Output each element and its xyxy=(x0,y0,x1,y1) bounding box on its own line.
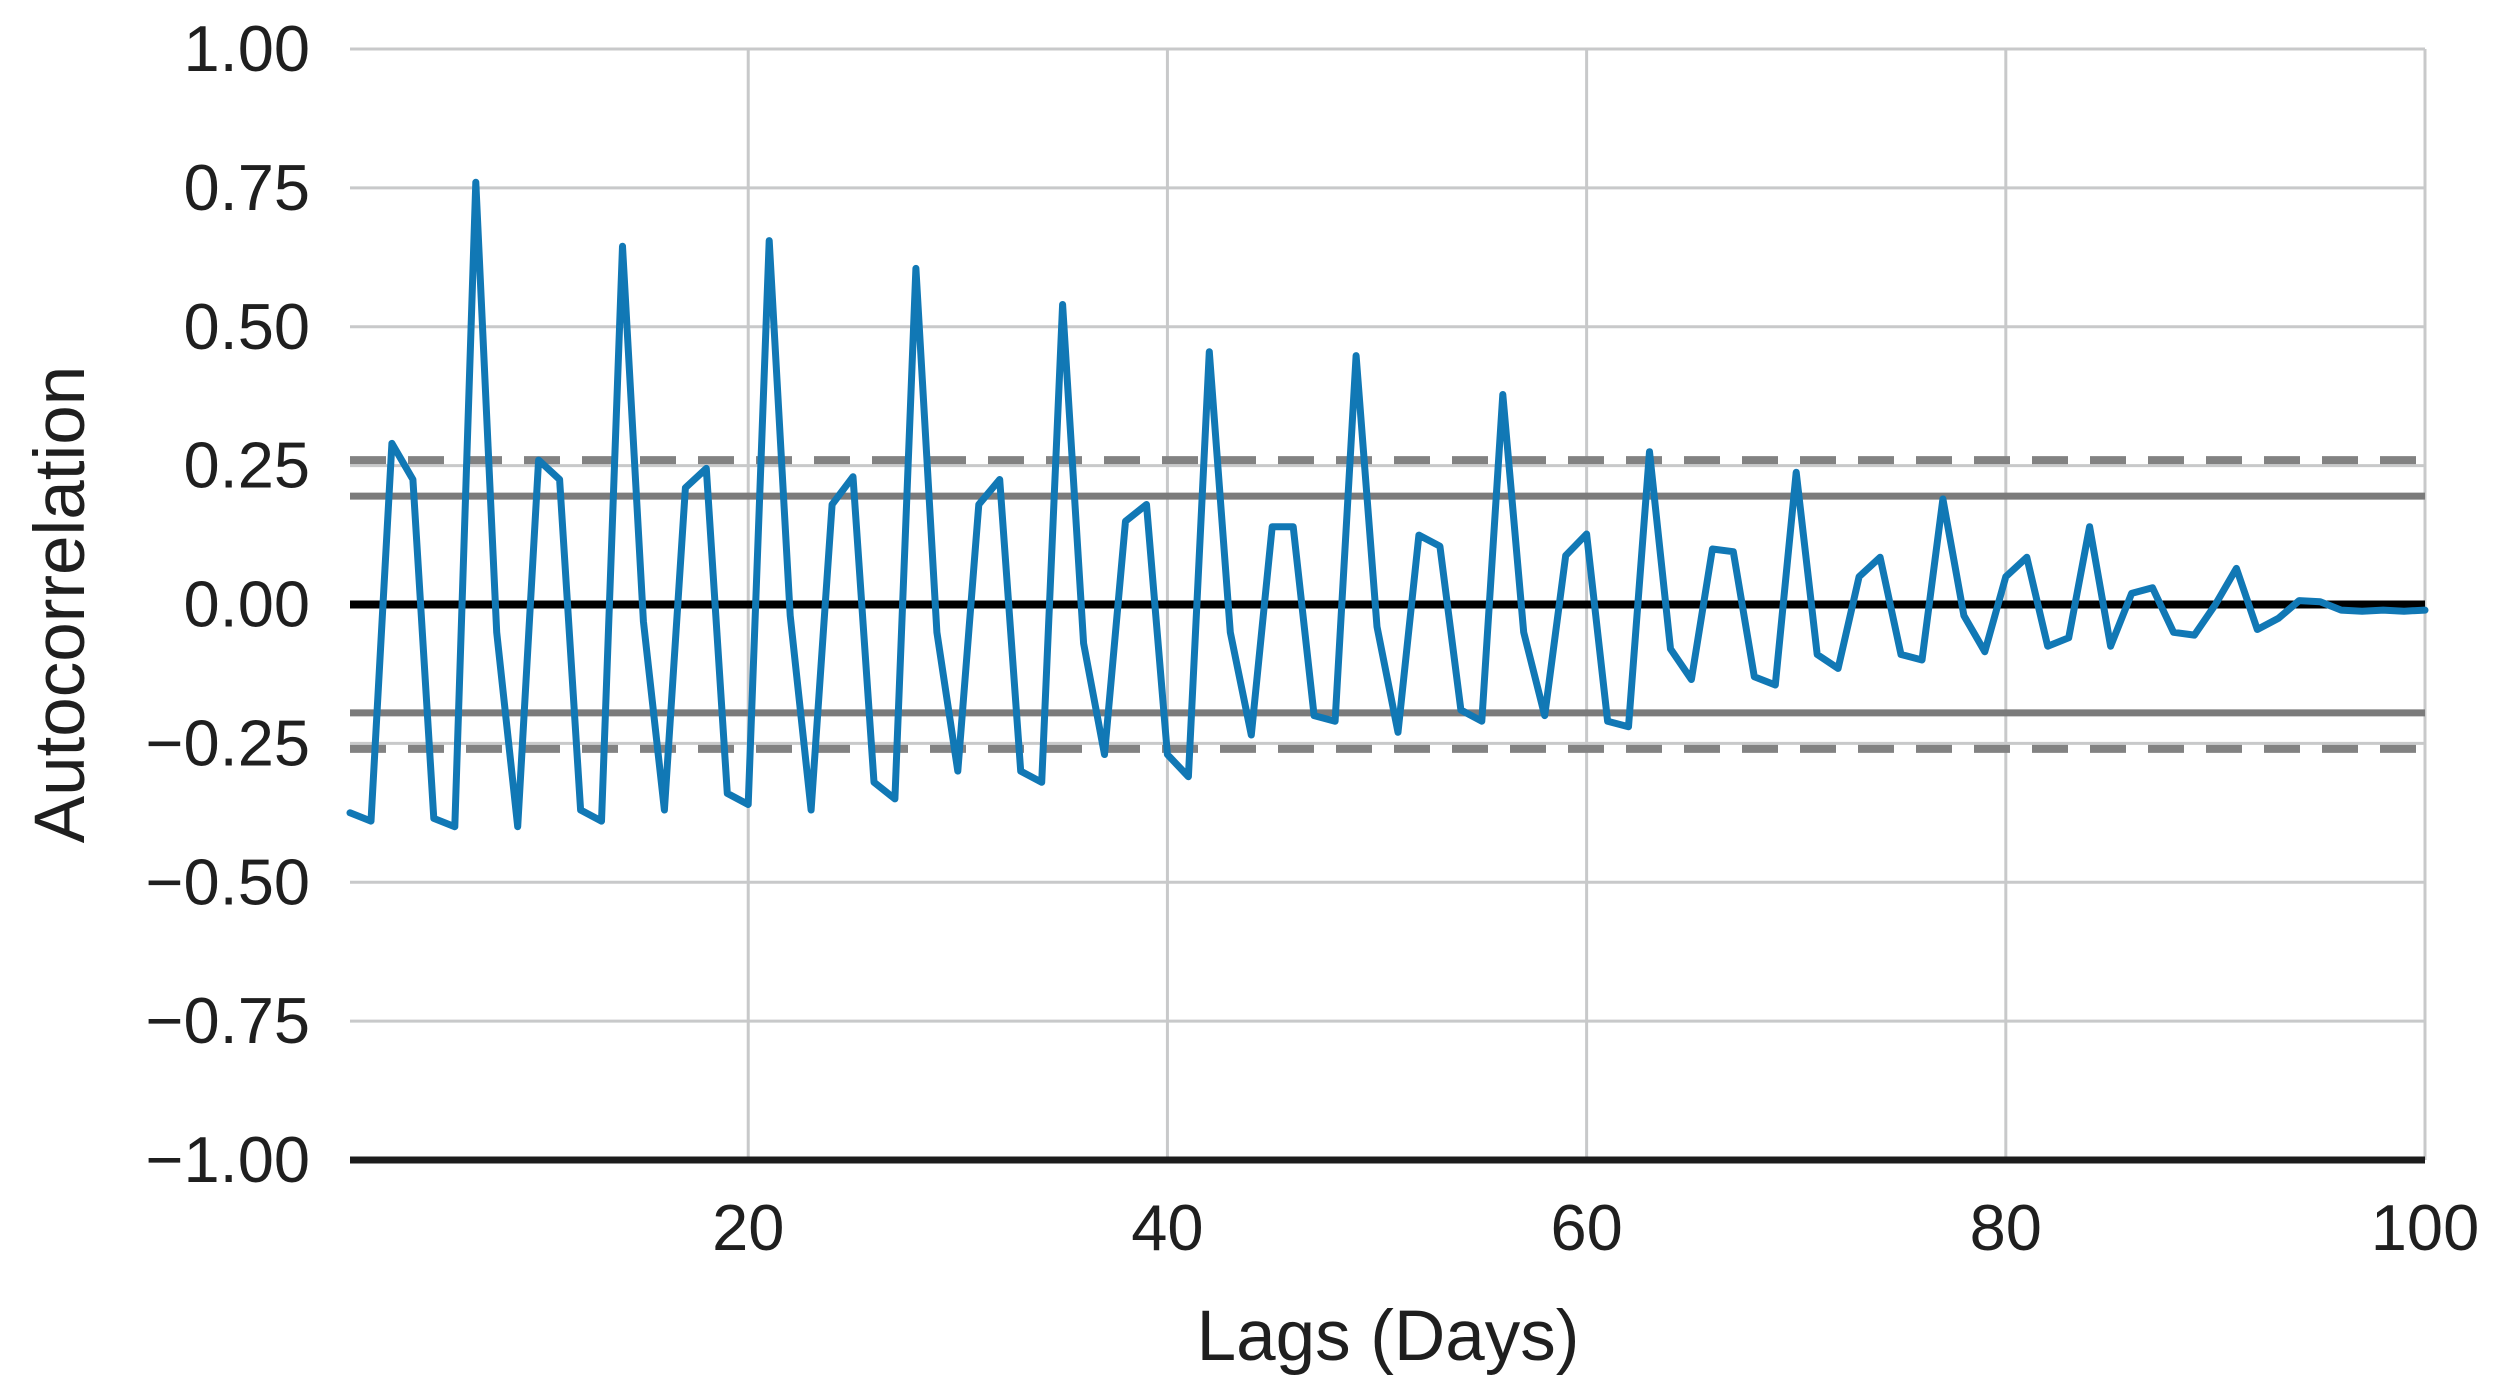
acf-series-line-group xyxy=(346,178,2429,831)
y-tick-label: −0.50 xyxy=(146,845,310,918)
y-tick-label: 0.50 xyxy=(183,290,310,363)
x-tick-labels: 20 40 60 80 100 xyxy=(712,1191,2479,1264)
y-tick-label: 0.75 xyxy=(183,151,310,224)
y-tick-label: −0.75 xyxy=(146,984,310,1057)
x-tick-label: 20 xyxy=(712,1191,784,1264)
x-tick-label: 100 xyxy=(2371,1191,2479,1264)
y-tick-label: 1.00 xyxy=(183,12,310,85)
acf-line xyxy=(346,178,2429,831)
y-axis-title: Autocorrelation xyxy=(21,366,100,844)
y-tick-label: −1.00 xyxy=(146,1123,310,1196)
y-tick-label: 0.00 xyxy=(183,568,310,641)
y-tick-label: 0.25 xyxy=(183,429,310,502)
y-tick-label: −0.25 xyxy=(146,706,310,779)
gridlines xyxy=(350,47,2427,1160)
x-tick-label: 80 xyxy=(1970,1191,2042,1264)
y-tick-labels: 1.00 0.75 0.50 0.25 0.00 −0.25 −0.50 −0.75 −1.00 xyxy=(146,12,310,1196)
x-tick-label: 40 xyxy=(1131,1191,1203,1264)
x-axis-title: Lags (Days) xyxy=(1197,1297,1580,1376)
x-tick-label: 60 xyxy=(1550,1191,1622,1264)
confidence-bands xyxy=(350,456,2425,753)
